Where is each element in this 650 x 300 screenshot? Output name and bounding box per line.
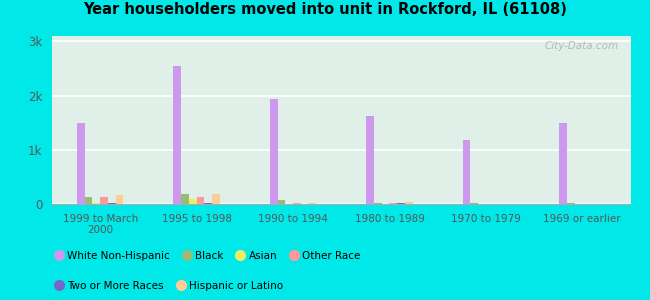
Bar bbox=[389, 202, 397, 204]
Bar bbox=[174, 66, 181, 204]
Text: Year householders moved into unit in Rockford, IL (61108): Year householders moved into unit in Roc… bbox=[83, 2, 567, 16]
Bar bbox=[92, 203, 100, 204]
Bar bbox=[463, 140, 471, 204]
Bar bbox=[559, 123, 567, 204]
Bar bbox=[108, 203, 116, 204]
Bar bbox=[212, 194, 220, 204]
Bar bbox=[309, 203, 316, 204]
Text: City-Data.com: City-Data.com bbox=[545, 41, 619, 51]
Bar bbox=[100, 197, 108, 204]
Legend: White Non-Hispanic, Black, Asian, Other Race: White Non-Hispanic, Black, Asian, Other … bbox=[51, 247, 365, 265]
Bar bbox=[374, 202, 382, 204]
Legend: Two or More Races, Hispanic or Latino: Two or More Races, Hispanic or Latino bbox=[51, 277, 287, 295]
Bar bbox=[278, 200, 285, 204]
Bar bbox=[405, 202, 413, 204]
Bar bbox=[116, 195, 124, 204]
Bar bbox=[471, 203, 478, 204]
Bar bbox=[567, 203, 575, 204]
Bar bbox=[196, 197, 204, 204]
Bar bbox=[397, 202, 405, 204]
Bar bbox=[204, 203, 212, 204]
Bar bbox=[84, 197, 92, 204]
Bar bbox=[181, 194, 189, 204]
Bar bbox=[189, 199, 196, 204]
Bar bbox=[293, 203, 301, 204]
Bar bbox=[367, 116, 374, 204]
Bar bbox=[270, 99, 278, 204]
Bar bbox=[77, 123, 84, 204]
